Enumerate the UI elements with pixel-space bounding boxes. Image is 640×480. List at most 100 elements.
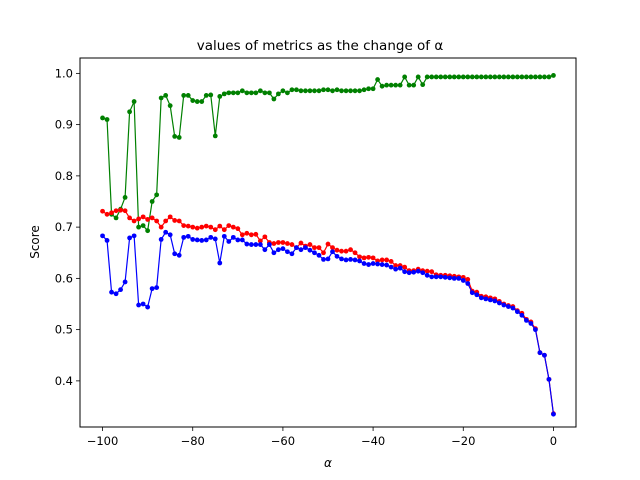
series-3-point [384, 262, 390, 268]
y-tick-label: 0.8 [55, 169, 73, 183]
x-tick-label: −60 [271, 434, 295, 448]
series-2-point [145, 217, 151, 222]
series-1-point [524, 74, 529, 80]
series-1-point [285, 90, 290, 96]
series-1-point [122, 195, 128, 200]
series-2-point [321, 250, 326, 256]
series-1-point [438, 74, 444, 80]
series-1-point [415, 74, 421, 80]
series-1 [100, 73, 556, 234]
series-2-point [370, 255, 376, 261]
series-1-point [519, 74, 525, 80]
series-3-point [235, 237, 241, 243]
series-3-point [190, 237, 196, 242]
series-1-point [384, 82, 390, 88]
series-2-point [221, 227, 227, 233]
series-1-point [100, 115, 105, 121]
series-3-point [334, 253, 340, 259]
series-1-point [149, 199, 155, 204]
series-3-point [122, 279, 128, 285]
ticks-layer: −100 −80 −60 −40 −20 0 0.4 0.5 0.6 0.7 0.8 0.9 1.0 [55, 66, 557, 448]
series-3-point [406, 270, 412, 276]
series-1-point [131, 99, 137, 104]
series-2-point [388, 259, 394, 264]
series-1-point [456, 74, 462, 80]
series-3-point [113, 291, 119, 297]
series-2-point [334, 247, 340, 253]
series-1-point [433, 74, 439, 80]
series-1-point [429, 74, 435, 80]
series-3-point [460, 278, 466, 283]
series-3-point [551, 411, 556, 417]
series-3-point [271, 250, 277, 256]
series-1-point [492, 74, 498, 80]
series-3-point [487, 297, 493, 303]
series-1-point [239, 88, 245, 94]
series-3-point [325, 256, 331, 262]
series-1-point [194, 99, 200, 104]
series-1-point [235, 90, 241, 96]
series-3-point [478, 295, 484, 301]
series-2-point [176, 218, 182, 224]
series-1-point [393, 82, 399, 88]
series-3-point [533, 327, 538, 333]
series-3-point [248, 242, 254, 247]
series-1-point [185, 93, 191, 98]
series-1-point [316, 88, 322, 94]
series-2-point [357, 254, 362, 260]
series-3-point [451, 275, 457, 281]
series-1-point [370, 86, 376, 92]
series-3-point [397, 265, 403, 271]
series-1-point [474, 74, 480, 80]
series-2-point [348, 247, 353, 253]
series-3-point [352, 257, 358, 263]
series-1-point [533, 74, 538, 80]
series-1-point [298, 88, 304, 94]
series-3-point [379, 262, 385, 267]
series-3-point [226, 239, 232, 244]
series-3-point [285, 249, 290, 255]
series-1-point [469, 74, 475, 80]
series-1-point [262, 90, 268, 96]
series-3-point [339, 256, 344, 262]
series-3-point [266, 242, 272, 247]
series-3-point [212, 236, 218, 242]
series-1-point [366, 86, 371, 92]
series-1-point [280, 88, 286, 94]
series-1-point [212, 133, 218, 139]
series-2-line [102, 209, 555, 414]
series-1-point [289, 87, 295, 93]
series-2-point [185, 223, 191, 229]
series-2-point [226, 223, 232, 228]
series-3-point [343, 257, 349, 263]
y-axis-label: Score [28, 225, 42, 259]
series-2-point [262, 234, 268, 240]
series-1-point [190, 98, 196, 103]
series-1-point [167, 103, 173, 109]
series-2-point [158, 224, 164, 230]
series-2-point [154, 218, 160, 224]
series-2-point [239, 232, 245, 238]
series-1-point [199, 99, 205, 104]
series-2-point [393, 263, 399, 268]
plot-frame [79, 57, 577, 428]
series-1-point [352, 88, 358, 94]
series-1-point [546, 74, 552, 80]
series-2-point [330, 245, 335, 251]
series-1-point [257, 88, 263, 94]
series-3-point [276, 247, 281, 253]
series-2-point [131, 218, 137, 224]
series-1-point [163, 93, 169, 98]
series-2-point [149, 215, 155, 221]
series-3-point [361, 261, 367, 266]
series-3-point [136, 302, 142, 308]
series-2-point [136, 216, 142, 222]
series-3-point [505, 304, 511, 309]
series-1-point [208, 92, 214, 98]
series-1-point [397, 82, 403, 88]
series-3-point [402, 269, 408, 275]
series-3-point [524, 318, 529, 323]
series-2-point [203, 223, 209, 229]
series-3-point [514, 309, 520, 315]
series-3-point [496, 300, 502, 306]
